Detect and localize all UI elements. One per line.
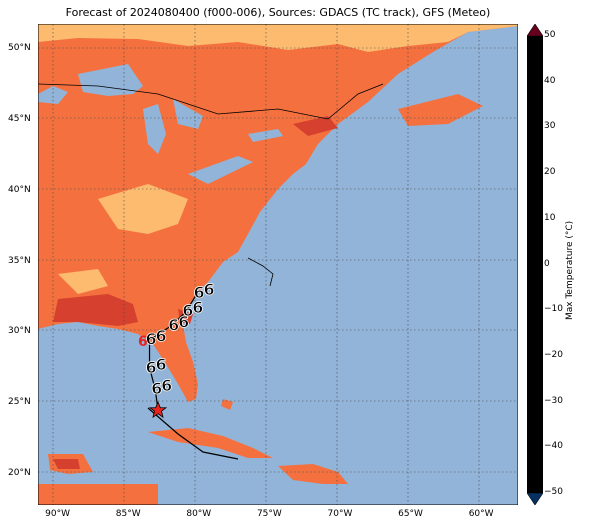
storm-symbol: 6 [161, 376, 172, 395]
colorbar-tick-label: 30 [544, 121, 556, 132]
land-hot [53, 294, 138, 326]
storm-symbol: 6 [204, 280, 215, 299]
colorbar-segment [527, 127, 543, 174]
storm-symbol: 6 [178, 312, 189, 331]
colorbar-tick-label: −50 [544, 487, 563, 497]
colorbar-title: Max Temperature (°C) [565, 220, 575, 320]
colorbar-tick-label: 40 [544, 75, 556, 86]
storm-symbol: 6 [194, 283, 205, 302]
colorbar-segment [527, 310, 543, 357]
colorbar-tick-label: 20 [544, 167, 556, 178]
x-tick-label: 90°W [45, 509, 71, 519]
colorbar-tick-label: −20 [544, 349, 563, 360]
colorbar-tick-label: 10 [544, 212, 556, 223]
y-tick-label: 40°N [8, 184, 31, 195]
storm-symbol: 6 [168, 315, 179, 334]
colorbar-segment [527, 36, 543, 83]
track-extension [147, 407, 239, 460]
colorbar-tick-label: 0 [544, 258, 550, 269]
x-tick-label: 65°W [398, 509, 423, 519]
colorbar-extend-top [527, 24, 543, 37]
chart-title: Forecast of 2024080400 (f000-006), Sourc… [65, 6, 491, 19]
y-tick-label: 35°N [8, 255, 31, 266]
y-tick-label: 20°N [8, 467, 31, 478]
y-tick-label: 45°N [8, 114, 31, 125]
x-tick-label: 85°W [115, 509, 141, 519]
x-tick-label: 80°W [186, 509, 212, 519]
x-tick-label: 75°W [256, 509, 282, 519]
colorbar-segment [527, 218, 543, 265]
storm-symbol: 6 [156, 326, 167, 345]
y-tick-label: 30°N [8, 326, 31, 337]
colorbar-segment [527, 355, 543, 403]
storm-symbol: 6 [146, 329, 157, 348]
red-storm-symbol: 6 [138, 334, 148, 350]
x-tick-label: 60°W [468, 509, 494, 519]
land-mild-north [38, 24, 518, 52]
y-tick-label: 50°N [8, 43, 31, 54]
colorbar [527, 24, 543, 505]
colorbar-extend-bottom [527, 492, 543, 505]
storm-track-line [148, 292, 199, 411]
colorbar-segment [527, 401, 543, 448]
colorbar-tick-label: −30 [544, 395, 563, 406]
colorbar-tick-label: 50 [544, 30, 556, 40]
storm-symbol: 6 [192, 298, 203, 317]
colorbar-segment [527, 264, 543, 311]
storm-symbol: 6 [182, 301, 193, 320]
colorbar-tick-label: −40 [544, 441, 563, 452]
y-tick-label: 25°N [8, 397, 31, 408]
current-position-star [148, 401, 168, 419]
borders [38, 83, 384, 287]
colorbar-segment [527, 81, 543, 128]
colorbar-segment [527, 447, 543, 494]
gridlines [38, 24, 518, 505]
storm-symbol: 6 [146, 358, 157, 377]
x-tick-label: 70°W [327, 509, 353, 519]
storm-symbol: 6 [156, 355, 167, 374]
storm-symbol: 6 [151, 379, 162, 398]
colorbar-tick-label: −10 [544, 304, 563, 315]
great-lakes [78, 64, 143, 96]
colorbar-segment [527, 173, 543, 220]
